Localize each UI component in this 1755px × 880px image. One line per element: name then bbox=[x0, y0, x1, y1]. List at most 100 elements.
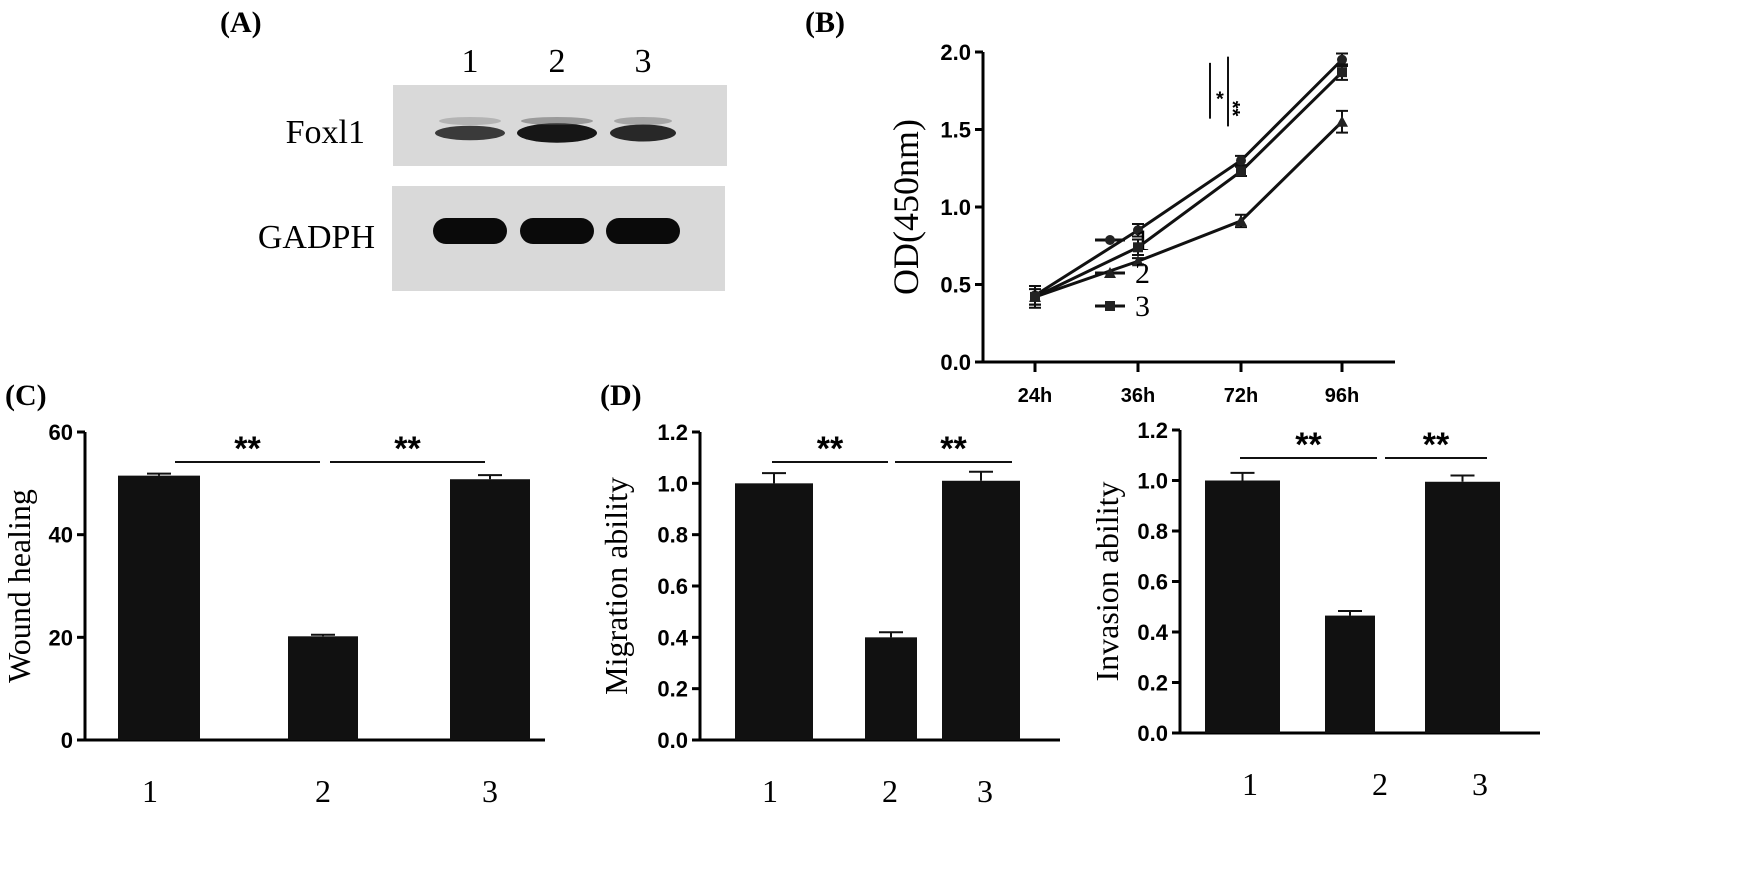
x-tick-label: 1 bbox=[762, 773, 778, 809]
y-tick-label: 20 bbox=[49, 625, 73, 650]
bar bbox=[118, 475, 200, 740]
protein-band bbox=[610, 124, 676, 142]
y-tick-label: 0.2 bbox=[657, 677, 688, 702]
x-tick-label: 36h bbox=[1121, 385, 1155, 407]
series-3 bbox=[1029, 63, 1348, 309]
y-tick-label: 0.0 bbox=[657, 728, 688, 753]
bar bbox=[1325, 615, 1375, 733]
y-tick-label: 0.8 bbox=[1137, 519, 1168, 544]
significance-label: ** bbox=[234, 430, 261, 468]
x-tick-label: 96h bbox=[1325, 385, 1359, 407]
significance-label: ** bbox=[1221, 101, 1243, 117]
marker-square bbox=[1105, 301, 1115, 311]
significance-label: ** bbox=[394, 430, 421, 468]
y-axis-label: OD(450nm) bbox=[886, 119, 926, 295]
marker-circle bbox=[1133, 225, 1143, 236]
y-axis-label: Migration ability bbox=[598, 477, 634, 695]
bar bbox=[735, 483, 813, 740]
series-line bbox=[1034, 58, 1344, 297]
y-tick-label: 0.6 bbox=[657, 574, 688, 599]
series-2 bbox=[1029, 109, 1348, 306]
y-axis-label: Invasion ability bbox=[1089, 482, 1125, 682]
marker-square bbox=[1236, 166, 1246, 177]
marker-square bbox=[1133, 242, 1143, 253]
blot-row-label: Foxl1 bbox=[286, 114, 365, 151]
y-tick-label: 1.2 bbox=[657, 420, 688, 445]
significance-label: ** bbox=[817, 430, 844, 468]
lane-label: 2 bbox=[549, 43, 566, 80]
bar-chart-d1: 0.0 0.2 0.4 0.6 0.8 1.0 1.2 Migration ability 1 2… bbox=[598, 420, 1060, 809]
protein-band-upper bbox=[614, 117, 672, 125]
bar bbox=[1205, 480, 1280, 733]
marker-circle bbox=[1105, 235, 1115, 245]
bar bbox=[942, 480, 1020, 740]
y-tick-label: 0.0 bbox=[940, 350, 971, 375]
y-tick-label: 1.0 bbox=[940, 195, 971, 220]
marker-triangle bbox=[1336, 115, 1348, 127]
y-tick-label: 0.4 bbox=[1137, 620, 1168, 645]
lane-label: 3 bbox=[635, 43, 652, 80]
x-tick-label: 24h bbox=[1018, 385, 1052, 407]
significance-label: * bbox=[1216, 88, 1224, 110]
protein-band-upper bbox=[521, 117, 593, 125]
series-line bbox=[1034, 71, 1344, 299]
error-bar bbox=[1338, 610, 1362, 616]
significance-label: ** bbox=[1295, 426, 1322, 464]
panel-label-a: (A) bbox=[220, 6, 262, 39]
bar bbox=[865, 637, 917, 740]
bar bbox=[450, 479, 530, 740]
x-tick-label: 3 bbox=[482, 773, 498, 809]
legend-label: 3 bbox=[1135, 290, 1150, 323]
y-tick-label: 0.6 bbox=[1137, 570, 1168, 595]
y-tick-label: 1.2 bbox=[1137, 418, 1168, 443]
marker-circle bbox=[1236, 155, 1246, 166]
marker-triangle bbox=[1104, 267, 1116, 278]
series-1 bbox=[1029, 52, 1348, 306]
error-bar bbox=[762, 472, 786, 484]
series-line bbox=[1034, 120, 1344, 299]
protein-band bbox=[517, 123, 597, 143]
panel-label-c: (C) bbox=[5, 379, 47, 412]
error-bar bbox=[1450, 474, 1475, 482]
legend-label: 2 bbox=[1135, 257, 1150, 290]
y-tick-label: 40 bbox=[49, 523, 73, 548]
significance-label: ** bbox=[1423, 426, 1450, 464]
line-chart-od: 0.00.51.01.52.0OD(450nm)24h 36h 72h 96h123*… bbox=[886, 40, 1395, 407]
protein-band-upper bbox=[439, 117, 501, 125]
x-tick-label: 3 bbox=[977, 773, 993, 809]
y-tick-label: 2.0 bbox=[940, 40, 971, 65]
marker-triangle bbox=[1132, 255, 1144, 267]
blot-row-label: GADPH bbox=[258, 219, 375, 256]
x-tick-label: 3 bbox=[1472, 766, 1488, 802]
y-tick-label: 0 bbox=[61, 728, 73, 753]
bar bbox=[1425, 481, 1500, 733]
y-tick-label: 0.0 bbox=[1137, 721, 1168, 746]
significance-label: ** bbox=[940, 430, 967, 468]
error-bar bbox=[1230, 471, 1255, 481]
error-bar bbox=[478, 474, 502, 480]
protein-band bbox=[435, 125, 505, 141]
protein-band bbox=[433, 218, 507, 244]
lane-label: 1 bbox=[462, 43, 479, 80]
error-bar bbox=[311, 633, 335, 637]
y-tick-label: 60 bbox=[49, 420, 73, 445]
protein-band bbox=[606, 218, 680, 244]
protein-band bbox=[520, 218, 594, 244]
y-tick-label: 0.8 bbox=[657, 523, 688, 548]
error-bar bbox=[147, 472, 171, 476]
x-tick-label: 2 bbox=[1372, 766, 1388, 802]
y-axis-label: Wound healing bbox=[1, 489, 37, 683]
y-tick-label: 1.0 bbox=[1137, 469, 1168, 494]
marker-square bbox=[1337, 67, 1347, 78]
x-tick-label: 2 bbox=[315, 773, 331, 809]
y-tick-label: 0.2 bbox=[1137, 671, 1168, 696]
x-tick-label: 1 bbox=[1242, 766, 1258, 802]
bar bbox=[288, 636, 358, 740]
marker-square bbox=[1030, 291, 1040, 302]
panel-label-b: (B) bbox=[805, 6, 845, 39]
panel-label-d: (D) bbox=[600, 379, 642, 412]
y-tick-label: 0.4 bbox=[657, 625, 688, 650]
y-tick-label: 0.5 bbox=[940, 273, 971, 298]
y-tick-label: 1.5 bbox=[940, 118, 971, 143]
